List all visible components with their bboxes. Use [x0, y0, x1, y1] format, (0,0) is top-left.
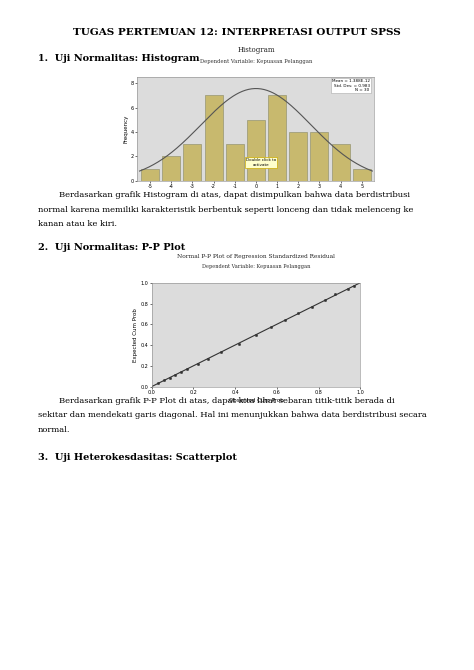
- Point: [167, 373, 174, 384]
- Text: sekitar dan mendekati garis diagonal. Hal ini menunjukkan bahwa data berdistribu: sekitar dan mendekati garis diagonal. Ha…: [38, 411, 427, 419]
- Text: Mean = 1.388E-12
Std. Dev. = 0.983
N = 30: Mean = 1.388E-12 Std. Dev. = 0.983 N = 3…: [332, 79, 370, 92]
- Text: Berdasarkan grafik P-P Plot di atas, dapat kita lihat sebaran titik-titik berada: Berdasarkan grafik P-P Plot di atas, dap…: [38, 397, 394, 405]
- Y-axis label: Expected Cum Prob: Expected Cum Prob: [133, 308, 137, 362]
- Point: [194, 358, 201, 369]
- Bar: [289, 132, 307, 181]
- Text: Berdasarkan grafik Histogram di atas, dapat disimpulkan bahwa data berdistribusi: Berdasarkan grafik Histogram di atas, da…: [38, 191, 410, 199]
- Point: [160, 375, 168, 386]
- Text: normal karena memiliki karakteristik berbentuk seperti lonceng dan tidak melence: normal karena memiliki karakteristik ber…: [38, 206, 413, 214]
- Bar: [205, 95, 223, 181]
- Text: kanan atau ke kiri.: kanan atau ke kiri.: [38, 220, 117, 228]
- Point: [252, 329, 260, 340]
- Point: [154, 378, 162, 389]
- Bar: [247, 120, 265, 181]
- Text: 2.  Uji Normalitas: P-P Plot: 2. Uji Normalitas: P-P Plot: [38, 243, 185, 251]
- Bar: [310, 132, 328, 181]
- Point: [177, 366, 185, 377]
- Point: [309, 302, 316, 312]
- Point: [331, 289, 339, 299]
- Bar: [332, 144, 350, 181]
- Text: TUGAS PERTEMUAN 12: INTERPRETASI OUTPUT SPSS: TUGAS PERTEMUAN 12: INTERPRETASI OUTPUT …: [73, 28, 401, 37]
- Point: [350, 281, 358, 291]
- Y-axis label: Frequency: Frequency: [123, 115, 128, 143]
- Bar: [162, 157, 180, 181]
- Point: [171, 370, 178, 381]
- Text: normal.: normal.: [38, 426, 71, 434]
- Text: Normal P-P Plot of Regression Standardized Residual: Normal P-P Plot of Regression Standardiz…: [177, 255, 335, 259]
- Text: 1.  Uji Normalitas: Histogram: 1. Uji Normalitas: Histogram: [38, 54, 200, 62]
- Point: [204, 353, 212, 364]
- Text: Dependent Variable: Kepuasan Pelanggan: Dependent Variable: Kepuasan Pelanggan: [202, 265, 310, 269]
- Point: [236, 338, 243, 349]
- Bar: [141, 169, 159, 181]
- X-axis label: Observed Cum Prob: Observed Cum Prob: [228, 398, 283, 403]
- Bar: [353, 169, 371, 181]
- Text: Histogram: Histogram: [237, 46, 275, 54]
- Point: [267, 322, 274, 333]
- Point: [294, 308, 301, 318]
- Text: Dependent Variable: Kepuasan Pelanggan: Dependent Variable: Kepuasan Pelanggan: [200, 59, 312, 64]
- Point: [344, 283, 352, 294]
- Bar: [226, 144, 244, 181]
- Point: [321, 295, 328, 306]
- Point: [282, 315, 289, 326]
- Bar: [268, 95, 286, 181]
- Text: Double click to
activate: Double click to activate: [246, 158, 276, 167]
- Point: [217, 347, 224, 358]
- Point: [183, 364, 191, 375]
- Bar: [183, 144, 201, 181]
- Text: 3.  Uji Heterokesdasitas: Scatterplot: 3. Uji Heterokesdasitas: Scatterplot: [38, 453, 237, 462]
